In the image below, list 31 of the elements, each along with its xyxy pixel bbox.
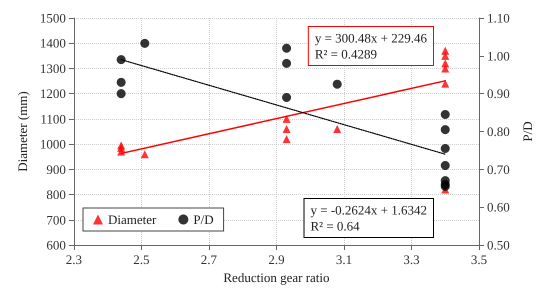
x-tick-label: 2.7 bbox=[200, 252, 218, 267]
x-tick-label: 2.5 bbox=[133, 252, 150, 267]
y-tick-label: 1300 bbox=[40, 60, 66, 76]
x-tick-label: 3.3 bbox=[403, 252, 420, 267]
y-axis-title: Diameter (mm) bbox=[15, 91, 30, 172]
y-tick-label: 1000 bbox=[40, 136, 66, 152]
y-tick-label: 900 bbox=[46, 162, 66, 177]
y2-tick-label: 1.00 bbox=[487, 48, 510, 64]
y-tick-label: 1200 bbox=[40, 86, 66, 102]
y2-tick-label: 0.70 bbox=[487, 162, 510, 177]
y2-tick-label: 0.50 bbox=[487, 238, 510, 252]
legend-label: P/D bbox=[193, 212, 214, 227]
y-tick-label: 700 bbox=[46, 212, 66, 228]
y2-tick-label: 1.10 bbox=[487, 10, 510, 26]
x-tick-label: 2.9 bbox=[268, 252, 285, 267]
y2-tick-label: 0.60 bbox=[487, 200, 510, 215]
x-axis-title: Reduction gear ratio bbox=[223, 270, 330, 285]
y2-tick-label: 0.90 bbox=[487, 86, 510, 102]
y-tick-label: 600 bbox=[46, 238, 66, 252]
y-tick-label: 1500 bbox=[40, 10, 66, 26]
x-tick-label: 2.3 bbox=[66, 252, 82, 267]
y-tick-label: 1400 bbox=[40, 36, 66, 51]
annotation: y = 300.48x + 229.46 R² = 0.4289 bbox=[314, 30, 428, 62]
x-tick-label: 3.5 bbox=[470, 252, 488, 267]
y-tick-label: 1100 bbox=[40, 111, 66, 126]
x-tick-label: 3.1 bbox=[336, 252, 352, 267]
y2-axis-title: P/D bbox=[520, 121, 535, 142]
y-tick-label: 800 bbox=[46, 187, 66, 202]
annotation: y = -0.2624x + 1.6342 R² = 0.64 bbox=[310, 202, 428, 234]
y2-tick-label: 0.80 bbox=[487, 124, 510, 139]
legend-label: Diameter bbox=[108, 212, 158, 227]
